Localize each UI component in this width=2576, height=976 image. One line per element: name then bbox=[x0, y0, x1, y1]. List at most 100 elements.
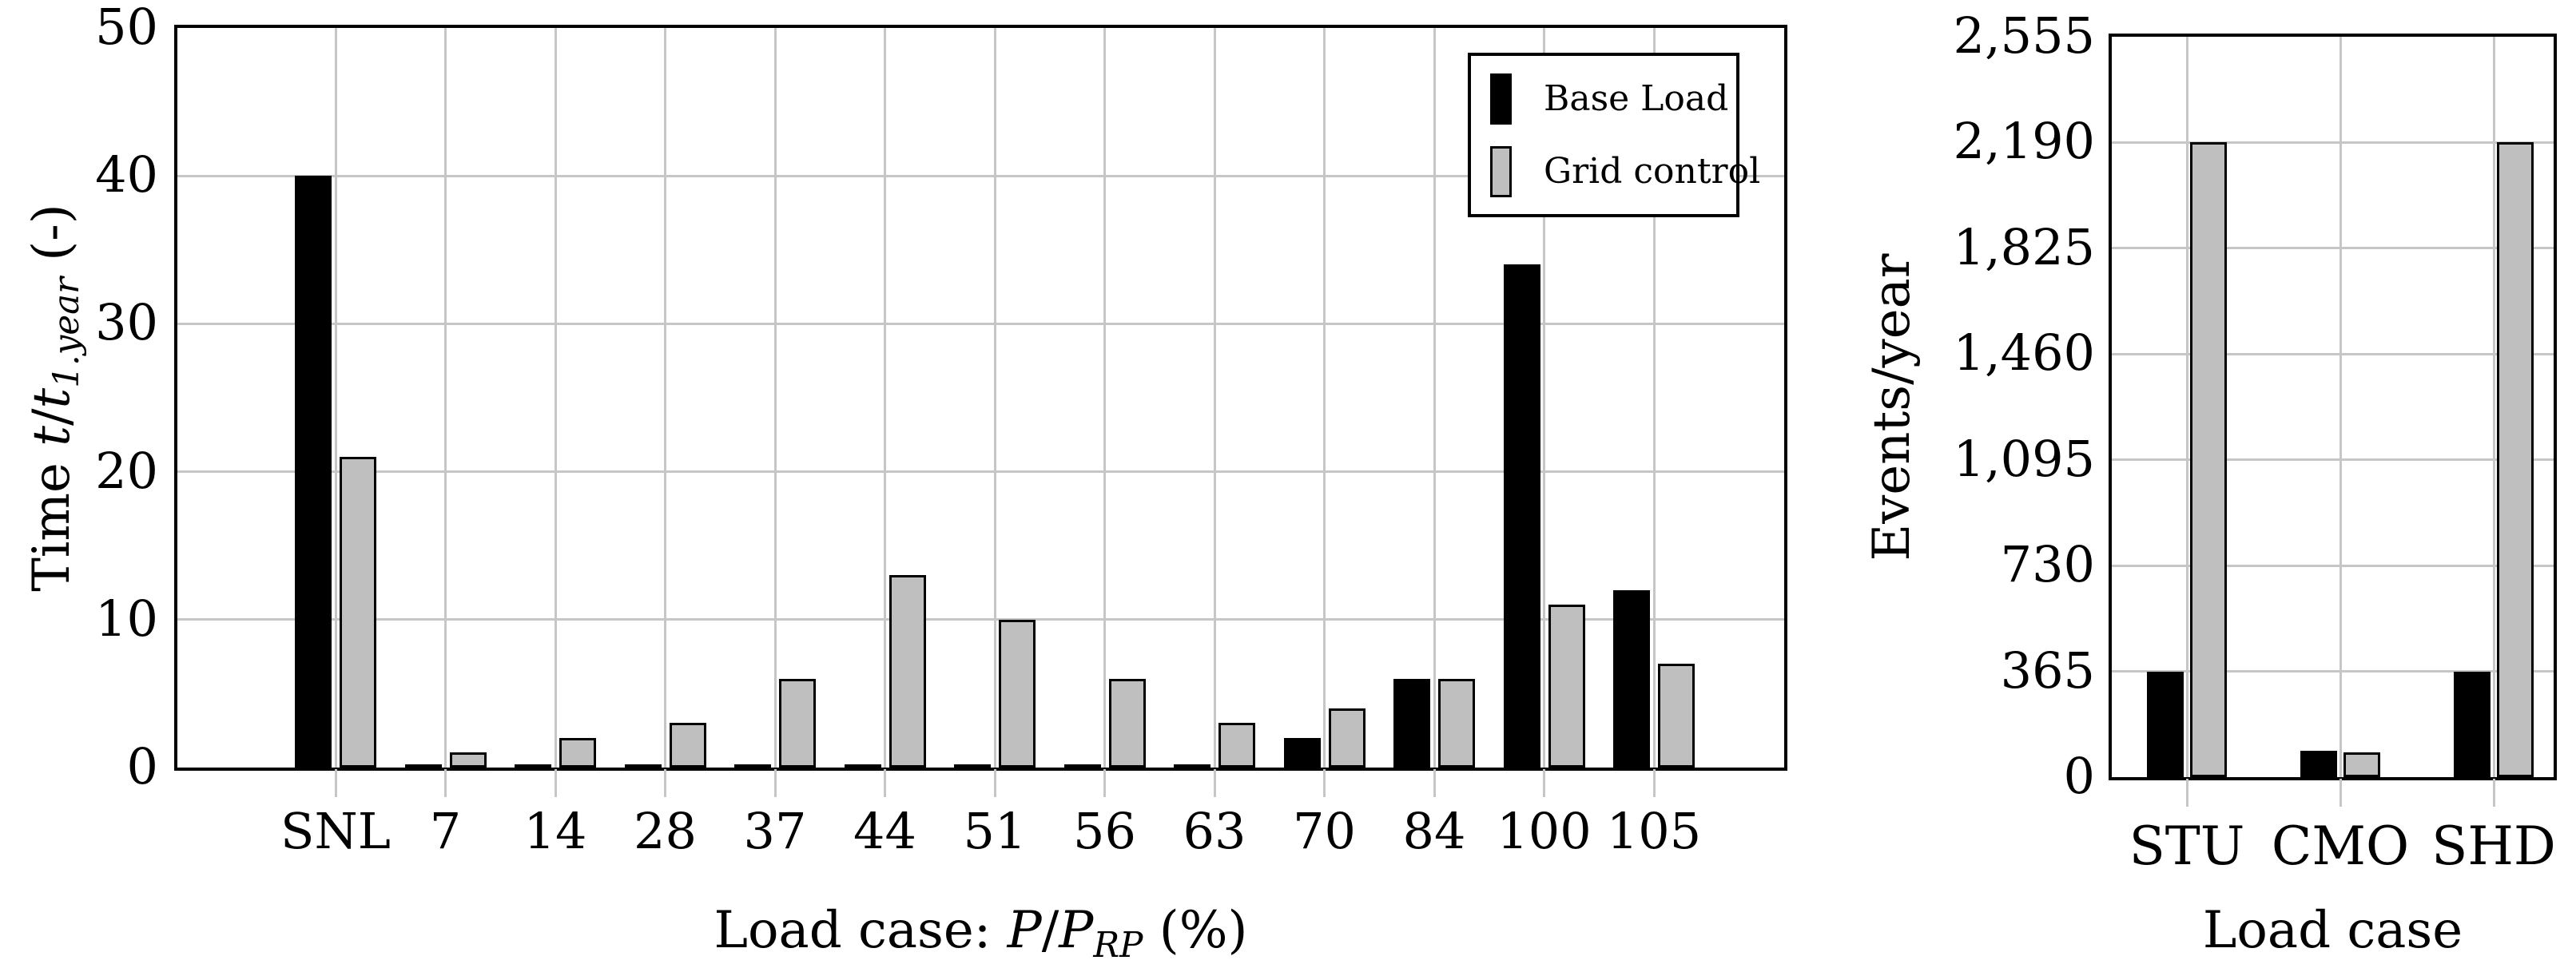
bar-base-load-shd bbox=[2454, 671, 2491, 777]
x-tick-mark bbox=[554, 769, 557, 797]
gridline-horizontal bbox=[177, 322, 1784, 325]
bar-grid-control-snl bbox=[340, 457, 376, 768]
x-tick-label-44: 44 bbox=[853, 802, 916, 860]
gridline-horizontal bbox=[2112, 458, 2554, 462]
x-tick-label-14: 14 bbox=[523, 802, 587, 860]
y-tick-label: 730 bbox=[2000, 535, 2095, 594]
x-tick-label-51: 51 bbox=[963, 802, 1027, 860]
bar-base-load-105 bbox=[1613, 589, 1650, 768]
x-tick-label-28: 28 bbox=[634, 802, 697, 860]
gridline-vertical bbox=[884, 28, 886, 768]
y-tick-label: 1,095 bbox=[1953, 429, 2096, 488]
gridline-vertical bbox=[334, 28, 337, 768]
gridline-horizontal bbox=[2112, 247, 2554, 250]
bar-base-load-stu bbox=[2147, 671, 2184, 777]
y-tick-label: 30 bbox=[95, 293, 158, 352]
x-tick-mark bbox=[2185, 779, 2188, 807]
y-tick-label: 40 bbox=[95, 145, 158, 204]
bar-grid-control-44 bbox=[888, 575, 926, 768]
x-tick-mark bbox=[1323, 769, 1326, 797]
gridline-vertical bbox=[993, 28, 996, 768]
x-tick-mark bbox=[993, 769, 996, 797]
bar-grid-control-56 bbox=[1108, 678, 1146, 768]
bar-base-load-snl bbox=[295, 176, 332, 768]
axis-label-segment: t bbox=[22, 387, 81, 409]
x-tick-mark bbox=[884, 769, 886, 797]
x-tick-label-cmo: CMO bbox=[2271, 815, 2410, 877]
x-tick-label-snl: SNL bbox=[280, 802, 391, 860]
bar-base-load-56 bbox=[1063, 764, 1101, 770]
bar-grid-control-105 bbox=[1658, 664, 1695, 768]
gridline-horizontal bbox=[177, 174, 1784, 177]
x-tick-label-stu: STU bbox=[2129, 815, 2245, 877]
y-tick-label: 0 bbox=[126, 737, 158, 795]
gridline-vertical bbox=[2492, 37, 2495, 777]
bar-grid-control-70 bbox=[1328, 708, 1366, 768]
gridline-vertical bbox=[444, 28, 447, 768]
y-tick-label: 50 bbox=[95, 0, 158, 56]
x-tick-label-70: 70 bbox=[1293, 802, 1356, 860]
y-tick-label: 10 bbox=[95, 589, 158, 648]
bar-grid-control-14 bbox=[559, 737, 596, 768]
events-chart-plot-area bbox=[2109, 34, 2557, 780]
bar-base-load-7 bbox=[404, 764, 442, 770]
x-tick-mark bbox=[1543, 769, 1545, 797]
gridline-vertical bbox=[1213, 28, 1216, 768]
bar-grid-control-cmo bbox=[2343, 752, 2380, 777]
x-tick-mark bbox=[1213, 769, 1216, 797]
gridline-horizontal bbox=[2112, 141, 2554, 144]
x-tick-label-63: 63 bbox=[1183, 802, 1246, 860]
bar-base-load-44 bbox=[844, 764, 881, 770]
axis-label-segment: RP bbox=[1093, 926, 1143, 966]
legend-item-grid-control: Grid control bbox=[1490, 145, 1760, 197]
bar-grid-control-7 bbox=[449, 752, 487, 768]
x-tick-mark bbox=[2492, 779, 2495, 807]
axis-label-segment: P bbox=[1007, 901, 1042, 960]
x-tick-label-105: 105 bbox=[1606, 802, 1702, 860]
legend: Base Load Grid control bbox=[1468, 53, 1760, 217]
x-tick-label-shd: SHD bbox=[2431, 815, 2556, 877]
y-tick-label: 20 bbox=[95, 441, 158, 500]
gridline-horizontal bbox=[177, 470, 1784, 474]
bar-grid-control-shd bbox=[2497, 142, 2534, 777]
x-tick-label-37: 37 bbox=[743, 802, 807, 860]
bar-base-load-14 bbox=[515, 764, 551, 770]
x-tick-mark bbox=[773, 769, 777, 797]
gridline-vertical bbox=[2185, 37, 2188, 777]
axis-label-segment: / bbox=[1041, 901, 1059, 960]
x-tick-mark bbox=[1103, 769, 1106, 797]
x-tick-label-56: 56 bbox=[1073, 802, 1136, 860]
y-tick-label: 365 bbox=[2000, 641, 2095, 700]
gridline-horizontal bbox=[2112, 564, 2554, 567]
axis-label-segment: Load case bbox=[2202, 901, 2463, 960]
axis-label-segment: P bbox=[1059, 901, 1094, 960]
gridline-horizontal bbox=[177, 618, 1784, 621]
x-tick-mark bbox=[2339, 779, 2342, 807]
y-tick-label: 1,460 bbox=[1953, 323, 2096, 383]
y-tick-label: 2,555 bbox=[1953, 6, 2096, 65]
legend-label-grid-control: Grid control bbox=[1544, 151, 1761, 192]
x-tick-label-100: 100 bbox=[1497, 802, 1592, 860]
gridline-vertical bbox=[2339, 37, 2342, 777]
x-tick-mark bbox=[444, 769, 447, 797]
bar-grid-control-51 bbox=[999, 619, 1036, 768]
axis-label-segment: Events/year bbox=[1862, 253, 1922, 561]
bar-grid-control-stu bbox=[2190, 142, 2227, 777]
bar-base-load-37 bbox=[734, 764, 771, 770]
legend-label-base-load: Base Load bbox=[1544, 78, 1729, 119]
y-tick-label: 2,190 bbox=[1953, 112, 2096, 171]
gridline-vertical bbox=[554, 28, 557, 768]
axis-label-segment: (-) bbox=[22, 204, 81, 278]
bar-base-load-63 bbox=[1174, 764, 1210, 770]
y-tick-label: 1,825 bbox=[1953, 217, 2096, 276]
bar-base-load-84 bbox=[1393, 678, 1430, 768]
bar-grid-control-37 bbox=[779, 678, 816, 768]
bar-grid-control-84 bbox=[1438, 678, 1475, 768]
gridline-horizontal bbox=[2112, 352, 2554, 355]
events-chart-x-axis-label: Load case bbox=[1854, 899, 2576, 962]
x-tick-mark bbox=[1433, 769, 1436, 797]
y-tick-label: 0 bbox=[2063, 747, 2095, 805]
gridline-vertical bbox=[1652, 28, 1656, 768]
legend-item-base-load: Base Load bbox=[1490, 73, 1736, 125]
